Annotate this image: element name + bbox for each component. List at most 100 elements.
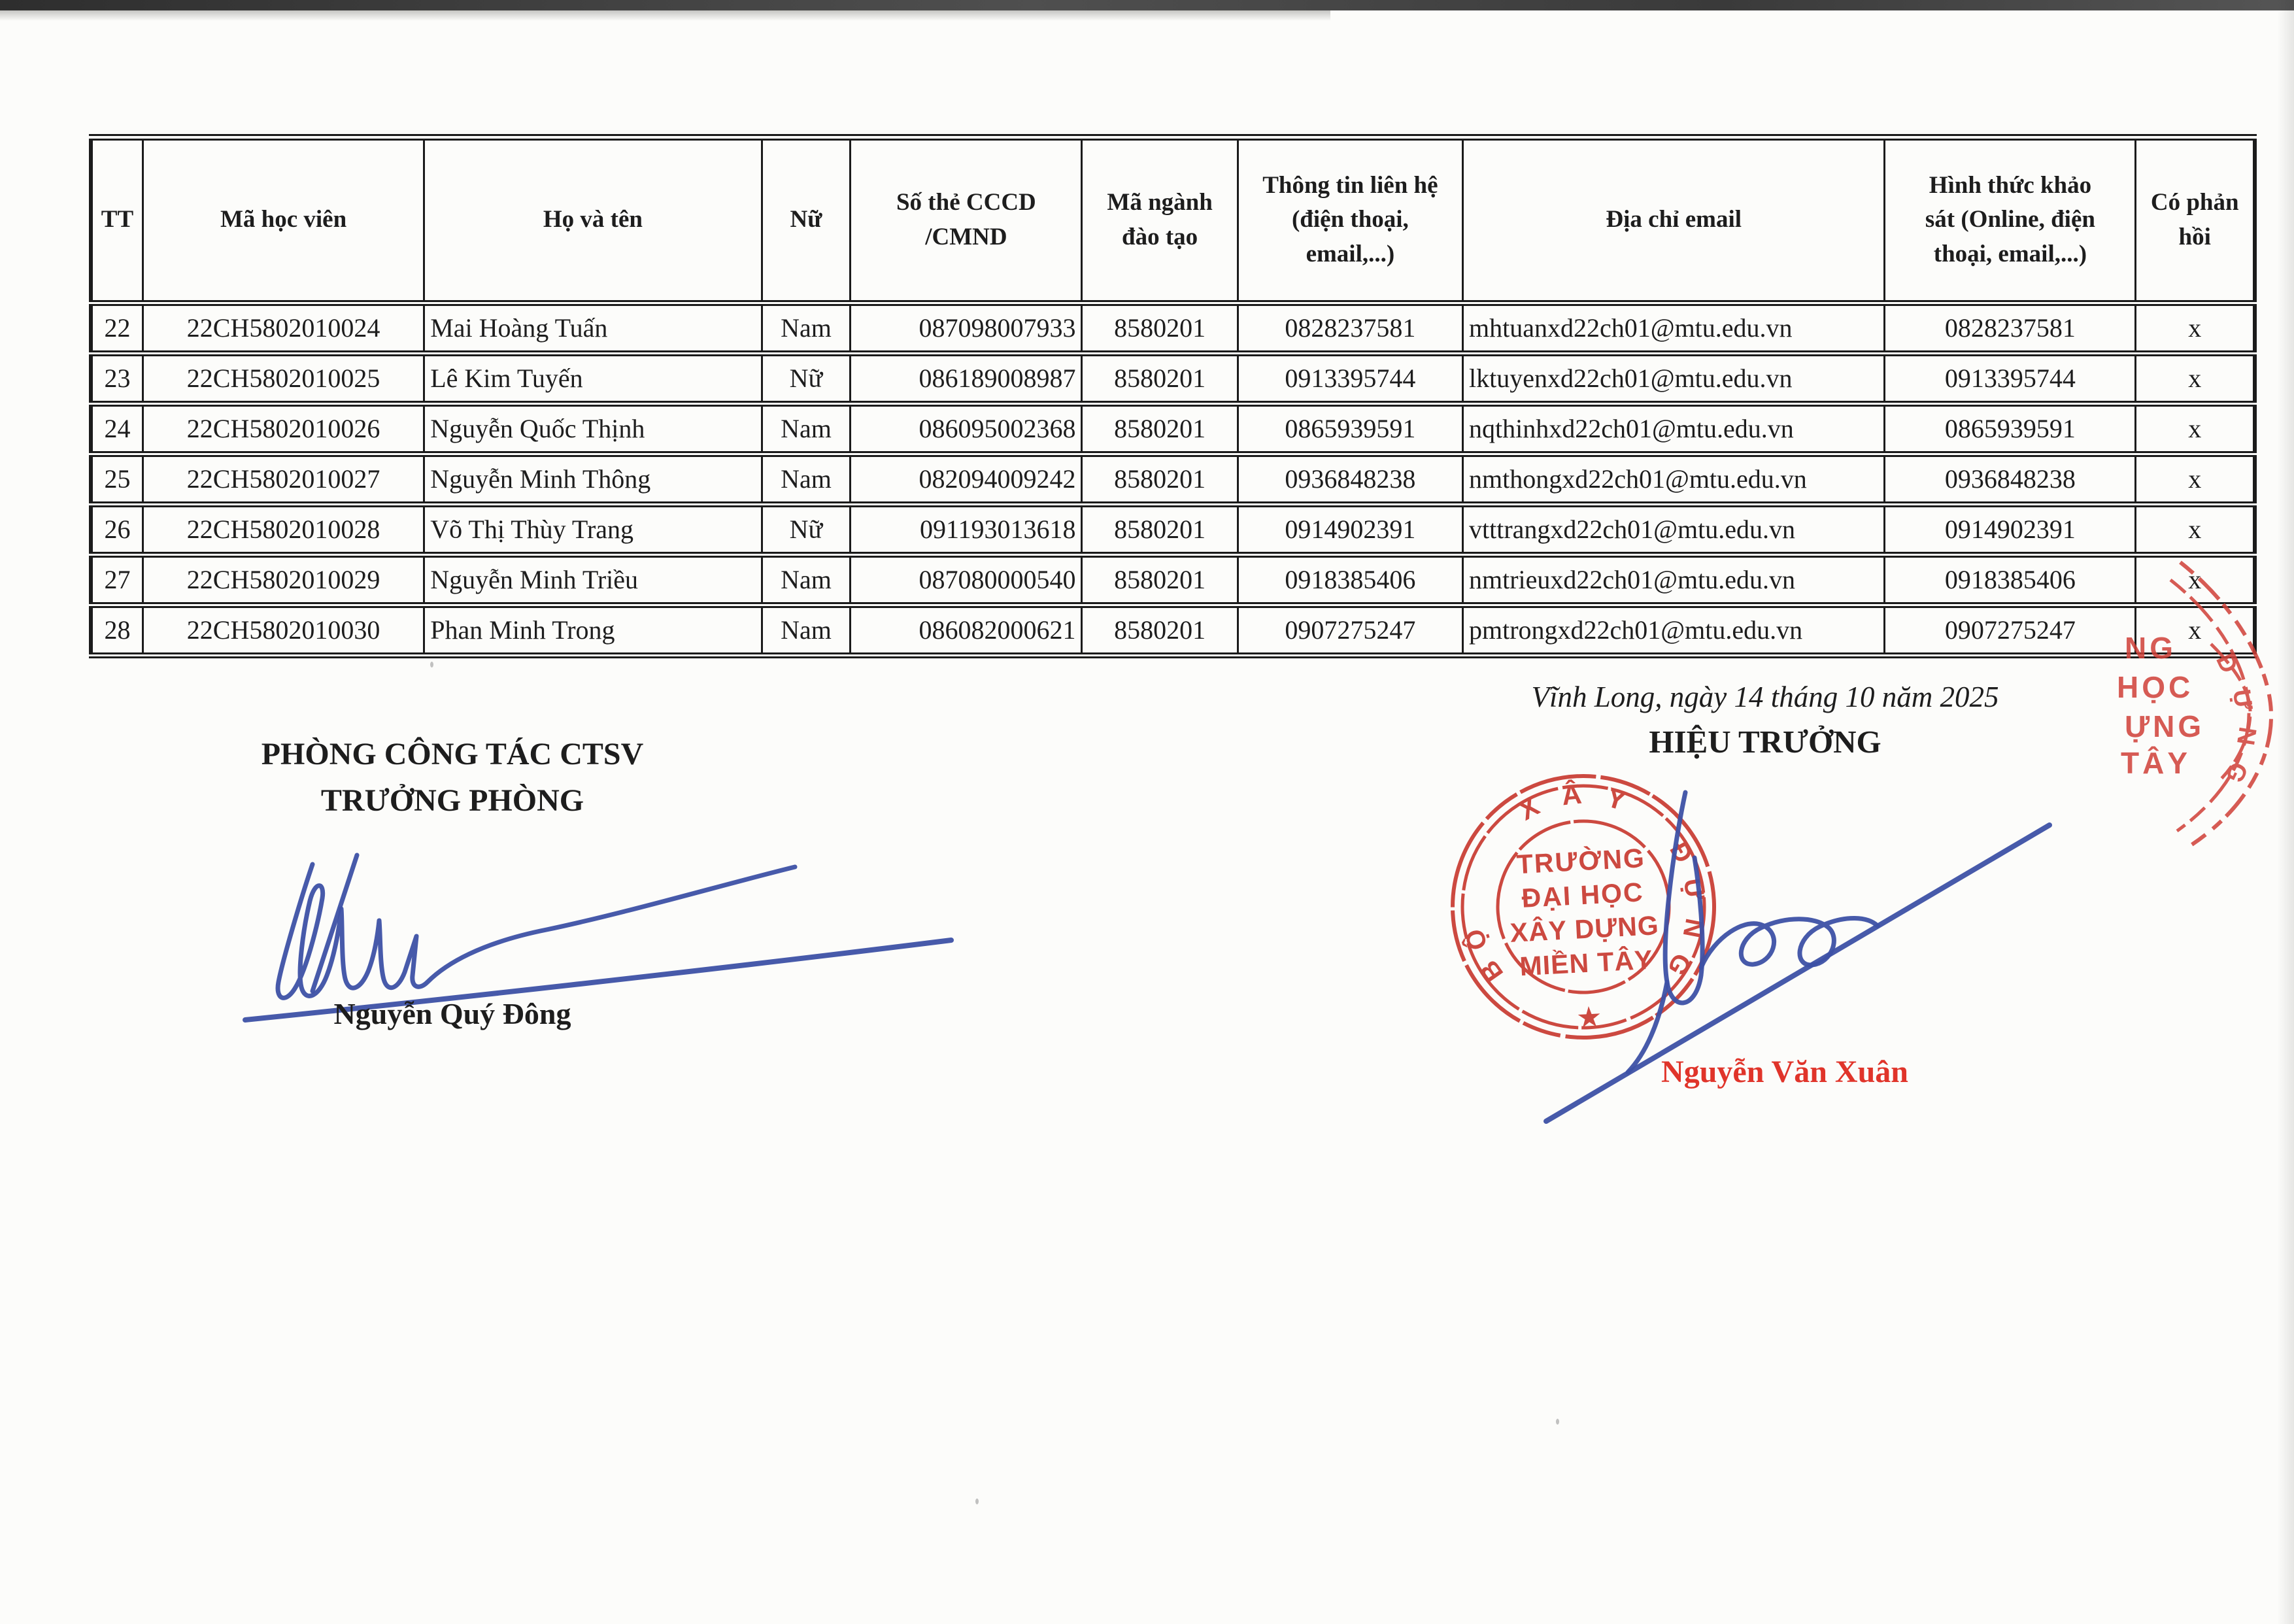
cell-tt: 24 [90,402,144,457]
svg-text:X: X [1513,790,1544,826]
cell-feedback: x [2134,553,2256,608]
cell-feedback: x [2134,503,2256,558]
cell-cccd: 087080000540 [849,553,1083,608]
fragment-line-3: ỰNG [2125,709,2204,743]
cell-email: mhtuanxd22ch01@mtu.edu.vn [1461,301,1886,356]
cell-major: 8580201 [1081,603,1239,658]
rector-name: Nguyễn Văn Xuân [1661,1055,1908,1089]
cell-survey: 0828237581 [1883,301,2137,356]
cell-contact: 0936848238 [1236,452,1464,507]
cell-email: nqthinhxd22ch01@mtu.edu.vn [1461,402,1886,457]
table-row: 28 22CH5802010030 Phan Minh Trong Nam 086082… [90,603,2256,658]
svg-text:Y: Y [1603,781,1630,816]
header-row: TT Mã học viên Họ và tên Nữ Số thẻ CCCD … [90,136,2256,306]
cell-email: pmtrongxd22ch01@mtu.edu.vn [1461,603,1886,658]
stamp-line-3: XÂY DỰNG [1510,910,1660,948]
stamp-star: ★ [1576,1001,1603,1034]
cell-feedback: x [2134,402,2256,457]
svg-text:Ự: Ự [2227,688,2257,713]
department-title: PHÒNG CÔNG TÁC CTSV [261,737,644,771]
stamp-line-2: ĐẠI HỌC [1521,877,1644,913]
table-row: 26 22CH5802010028 Võ Thị Thùy Trang Nữ 09119… [90,503,2256,558]
cell-email: nmthongxd22ch01@mtu.edu.vn [1461,452,1886,507]
cell-tt: 26 [90,503,144,558]
cell-code: 22CH5802010024 [141,301,426,356]
svg-text:Ự: Ự [1678,876,1710,902]
table-row: 22 22CH5802010024 Mai Hoàng Tuấn Nam 0870980… [90,301,2256,356]
cell-code: 22CH5802010028 [141,503,426,558]
table-body: 22 22CH5802010024 Mai Hoàng Tuấn Nam 0870980… [90,301,2256,658]
table-row: 27 22CH5802010029 Nguyễn Minh Triều Nam 0870… [90,553,2256,608]
svg-text:G: G [1662,948,1697,980]
cell-email: lktuyenxd22ch01@mtu.edu.vn [1461,352,1886,407]
cell-survey: 0865939591 [1883,402,2137,457]
cell-major: 8580201 [1081,402,1239,457]
cell-cccd: 091193013618 [849,503,1083,558]
table-header: TT Mã học viên Họ và tên Nữ Số thẻ CCCD … [90,136,2256,306]
cell-contact: 0907275247 [1236,603,1464,658]
stamp-line-4: MIỀN TÂY [1519,945,1653,982]
cell-contact: 0828237581 [1236,301,1464,356]
scan-speck [1556,1419,1559,1425]
cell-cccd: 082094009242 [849,452,1083,507]
stamp-line-1: TRƯỜNG [1516,843,1646,879]
column-header-student-code: Mã học viên [141,136,426,306]
svg-text:G: G [2219,758,2253,787]
cell-feedback: x [2134,352,2256,407]
cell-tt: 22 [90,301,144,356]
cell-tt: 27 [90,553,144,608]
cell-major: 8580201 [1081,503,1239,558]
cell-name: Võ Thị Thùy Trang [423,503,763,558]
cell-survey: 0936848238 [1883,452,2137,507]
cell-survey: 0914902391 [1883,503,2137,558]
cell-survey: 0918385406 [1883,553,2137,608]
cell-cccd: 087098007933 [849,301,1083,356]
cell-tt: 28 [90,603,144,658]
left-signer-name: Nguyễn Quý Đông [333,997,571,1030]
left-signature-block: PHÒNG CÔNG TÁC CTSV TRƯỞNG PHÒNG [230,731,675,824]
svg-text:Ộ: Ộ [1459,926,1493,954]
cell-name: Nguyễn Minh Thông [423,452,763,507]
scan-edge-artifact-top [0,0,2294,10]
scan-speck [430,662,433,668]
scan-edge-artifact-shadow [0,10,1331,21]
cell-feedback: x [2134,452,2256,507]
cell-code: 22CH5802010026 [141,402,426,457]
cell-major: 8580201 [1081,352,1239,407]
table-row: 23 22CH5802010025 Lê Kim Tuyến Nữ 0861890089… [90,352,2256,407]
cell-feedback: x [2134,603,2256,658]
column-header-feedback: Có phản hồi [2134,136,2256,306]
table-row: 24 22CH5802010026 Nguyễn Quốc Thịnh Nam 0860… [90,402,2256,457]
svg-text:N: N [1678,916,1710,940]
cell-major: 8580201 [1081,553,1239,608]
cell-feedback: x [2134,301,2256,356]
cell-name: Nguyễn Quốc Thịnh [423,402,763,457]
cell-sex: Nam [760,452,852,507]
cell-name: Nguyễn Minh Triều [423,553,763,608]
column-header-email: Địa chỉ email [1461,136,1886,306]
cell-name: Phan Minh Trong [423,603,763,658]
cell-contact: 0914902391 [1236,503,1464,558]
column-header-survey-method: Hình thức khảo sát (Online, điện thoại, … [1883,136,2137,306]
cell-survey: 0907275247 [1883,603,2137,658]
cell-major: 8580201 [1081,452,1239,507]
cell-sex: Nam [760,301,852,356]
svg-text:N: N [2231,725,2261,747]
cell-sex: Nam [760,603,852,658]
table-row: 25 22CH5802010027 Nguyễn Minh Thông Nam 0820… [90,452,2256,507]
cell-sex: Nữ [760,503,852,558]
column-header-fullname: Họ và tên [423,136,763,306]
university-round-stamp: B Ộ X Â Y Đ Ự N G TRƯỜNG ĐẠI HỌC XÂY DỰN… [1451,774,1716,1040]
cell-cccd: 086095002368 [849,402,1083,457]
scan-edge-artifact-right [2277,0,2294,1624]
cell-tt: 25 [90,452,144,507]
cell-tt: 23 [90,352,144,407]
cell-major: 8580201 [1081,301,1239,356]
cell-sex: Nam [760,553,852,608]
cell-code: 22CH5802010027 [141,452,426,507]
fragment-line-2: HỌC [2117,670,2193,704]
cell-cccd: 086189008987 [849,352,1083,407]
cell-contact: 0918385406 [1236,553,1464,608]
date-line: Vĩnh Long, ngày 14 tháng 10 năm 2025 [1531,681,1999,713]
